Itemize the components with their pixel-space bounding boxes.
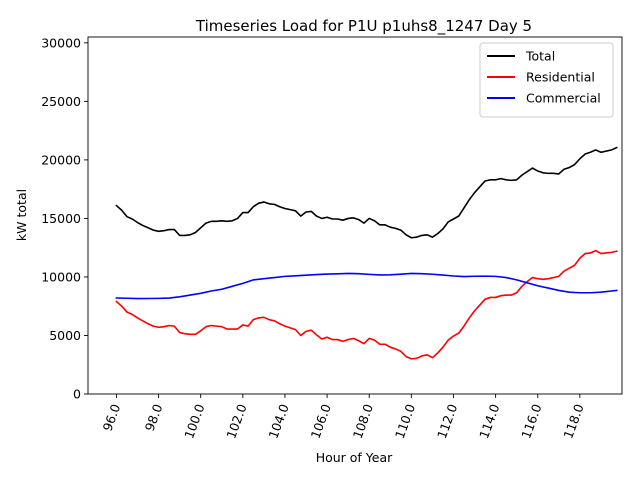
y-axis: 0 5000 10000 15000 20000 25000 30000 [41, 35, 88, 402]
legend-label-total: Total [525, 49, 555, 64]
axes-frame [87, 36, 623, 395]
y-tick-label: 10000 [41, 269, 81, 284]
y-tick-label: 5000 [49, 328, 81, 343]
legend-label-commercial: Commercial [526, 91, 601, 106]
y-tick-label: 15000 [41, 211, 81, 226]
series-line-commercial [115, 272, 618, 300]
y-tick-label: 0 [73, 387, 81, 402]
y-tick-label: 30000 [41, 35, 81, 50]
series-line-total [115, 146, 618, 239]
x-axis-label: Hour of Year [316, 450, 393, 465]
series-line-residential [115, 249, 618, 360]
legend: Total Residential Commercial [479, 42, 614, 118]
y-axis-label: kW total [14, 189, 29, 241]
legend-label-residential: Residential [526, 70, 595, 85]
plot-area [87, 36, 623, 395]
y-tick-label: 25000 [41, 94, 81, 109]
y-tick-label: 20000 [41, 152, 81, 167]
series-layer [115, 146, 618, 360]
chart-title: Timeseries Load for P1U p1uhs8_1247 Day … [195, 17, 532, 36]
